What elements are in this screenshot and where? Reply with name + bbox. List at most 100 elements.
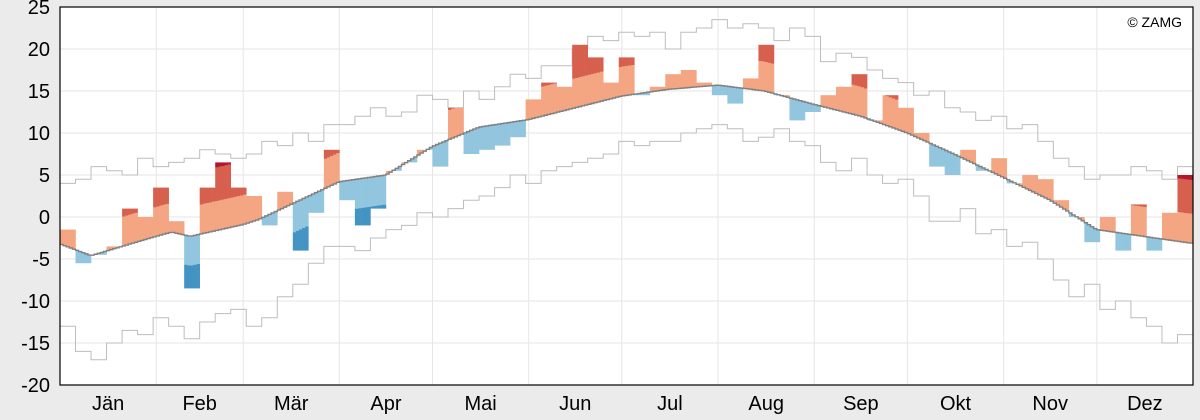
warm-bar [137, 217, 142, 242]
warm-bar [913, 133, 918, 137]
warm-bar [696, 82, 700, 87]
warm-extreme-bar [767, 44, 772, 63]
warm-bar [208, 202, 213, 232]
warm-bar [593, 73, 598, 103]
warm-extreme-bar [230, 187, 235, 198]
warm-bar [1161, 212, 1166, 240]
warm-bar [578, 77, 582, 107]
cold-bar [339, 181, 343, 201]
cold-bar [808, 103, 812, 112]
cold-bar [497, 124, 502, 146]
x-tick-label: Jän [92, 393, 124, 415]
warm-extreme-bar [221, 166, 225, 200]
warm-bar [177, 221, 182, 234]
warm-bar [687, 70, 691, 88]
cold-extreme-bar [305, 226, 309, 251]
warm-extreme-bar [153, 187, 157, 208]
cold-bar [513, 121, 517, 138]
cold-extreme-bar [357, 208, 362, 226]
cold-bar [87, 255, 92, 264]
cold-bar [407, 160, 412, 163]
cold-bar [367, 177, 371, 207]
warm-extreme-bar [128, 208, 132, 215]
warm-extreme-bar [770, 44, 775, 64]
cold-bar [361, 178, 365, 208]
warm-bar [618, 67, 623, 97]
cold-bar [320, 189, 325, 213]
warm-extreme-bar [205, 187, 210, 204]
warm-extreme-bar [624, 57, 629, 66]
warm-bar [839, 86, 843, 112]
cold-bar [357, 178, 362, 209]
warm-bar [901, 107, 905, 132]
warm-bar [171, 221, 176, 233]
cold-bar [410, 158, 415, 163]
warm-bar [336, 153, 340, 183]
warm-extreme-bar [1130, 204, 1135, 206]
cold-bar [1149, 237, 1153, 251]
cold-bar [103, 251, 107, 255]
cold-bar [292, 202, 297, 233]
cold-bar [373, 176, 377, 206]
warm-bar [615, 82, 620, 98]
warm-bar [758, 61, 762, 91]
warm-bar [401, 162, 405, 165]
cold-extreme-bar [302, 227, 306, 251]
warm-bar [904, 107, 908, 133]
warm-bar [836, 86, 840, 111]
cold-bar [978, 166, 983, 171]
warm-bar [1168, 212, 1172, 241]
warm-bar [659, 86, 663, 91]
warm-bar [966, 149, 970, 161]
warm-bar [283, 191, 287, 208]
warm-bar [150, 217, 154, 238]
warm-bar [125, 215, 129, 246]
warm-extreme-bar [541, 82, 545, 87]
cold-bar [975, 165, 980, 171]
warm-bar [597, 72, 601, 102]
warm-bar [134, 212, 138, 243]
cold-bar [510, 122, 514, 138]
warm-bar [832, 95, 837, 110]
warm-bar [1102, 217, 1107, 231]
cold-bar [1090, 226, 1094, 243]
warm-bar [236, 196, 241, 226]
x-tick-label: Okt [940, 393, 972, 415]
warm-bar [243, 194, 247, 225]
cold-bar [348, 180, 353, 201]
warm-extreme-bar [578, 44, 582, 78]
cold-bar [1071, 214, 1076, 217]
cold-extreme-bar [354, 208, 359, 226]
warm-bar [1165, 212, 1169, 240]
cold-extreme-bar [196, 263, 200, 289]
cold-extreme-bar [379, 205, 384, 209]
warm-bar [109, 246, 114, 250]
warm-bar [826, 95, 831, 108]
x-tick-label: Mär [274, 393, 309, 415]
warm-bar [1189, 213, 1194, 244]
warm-bar [662, 86, 666, 90]
normal-line-group [60, 84, 1193, 256]
warm-bar [63, 229, 67, 246]
cold-bar [643, 92, 647, 96]
warm-bar [879, 120, 883, 124]
warm-bar [199, 204, 204, 234]
warm-bar [1059, 200, 1063, 208]
warm-extreme-bar [863, 74, 868, 89]
warm-bar [562, 86, 567, 111]
warm-bar [770, 63, 775, 94]
cold-bar [299, 199, 303, 230]
warm-extreme-bar [199, 187, 204, 205]
x-tick-label: Jul [657, 393, 683, 415]
cold-bar [364, 177, 368, 208]
warm-extreme-bar [575, 44, 579, 79]
warm-very-extreme-bar [1186, 175, 1191, 180]
cold-bar [798, 100, 803, 121]
cold-bar [929, 143, 933, 167]
x-tick-label: Jun [559, 393, 591, 415]
cold-bar [305, 196, 309, 227]
warm-extreme-bar [854, 74, 859, 86]
cold-bar [376, 176, 381, 206]
warm-bar [122, 216, 126, 246]
cold-bar [379, 175, 384, 206]
